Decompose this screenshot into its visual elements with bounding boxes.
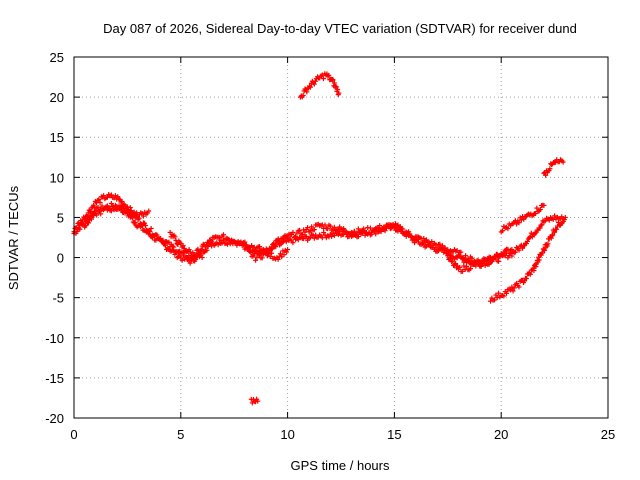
series-track-6 xyxy=(445,246,515,275)
y-tick-label: -20 xyxy=(45,411,64,426)
data-points xyxy=(71,71,568,406)
series-track-7 xyxy=(488,214,568,304)
y-axis-label: SDTVAR / TECUs xyxy=(6,185,21,290)
y-tick-label: 20 xyxy=(50,90,64,105)
x-tick-label: 20 xyxy=(494,427,508,442)
series-track-5 xyxy=(242,245,291,263)
plot-frame xyxy=(73,56,609,419)
chart-title: Day 087 of 2026, Sidereal Day-to-day VTE… xyxy=(103,21,577,36)
y-tick-label: 5 xyxy=(57,210,64,225)
series-track-2 xyxy=(71,192,504,266)
ticks: 0 5 10 15 20 25 25 20 15 10 5 0 -5 -10 -15 -20 xyxy=(45,50,615,442)
series-track-11 xyxy=(248,396,261,406)
series-track-8 xyxy=(498,202,547,235)
y-tick-label: 0 xyxy=(57,251,64,266)
y-tick-label: 15 xyxy=(50,130,64,145)
y-tick-label: 10 xyxy=(50,170,64,185)
series-track-9 xyxy=(297,71,342,100)
series-track-10 xyxy=(541,157,566,178)
x-axis-label: GPS time / hours xyxy=(291,458,390,473)
y-tick-label: -5 xyxy=(52,291,64,306)
x-tick-label: 15 xyxy=(387,427,401,442)
y-tick-label: -15 xyxy=(45,371,64,386)
y-tick-label: 25 xyxy=(50,50,64,65)
x-tick-label: 10 xyxy=(280,427,294,442)
series-track-3 xyxy=(82,203,152,230)
x-tick-label: 5 xyxy=(177,427,184,442)
y-tick-label: -10 xyxy=(45,331,64,346)
series-track-4 xyxy=(167,229,205,261)
x-tick-label: 25 xyxy=(601,427,615,442)
x-tick-label: 0 xyxy=(70,427,77,442)
